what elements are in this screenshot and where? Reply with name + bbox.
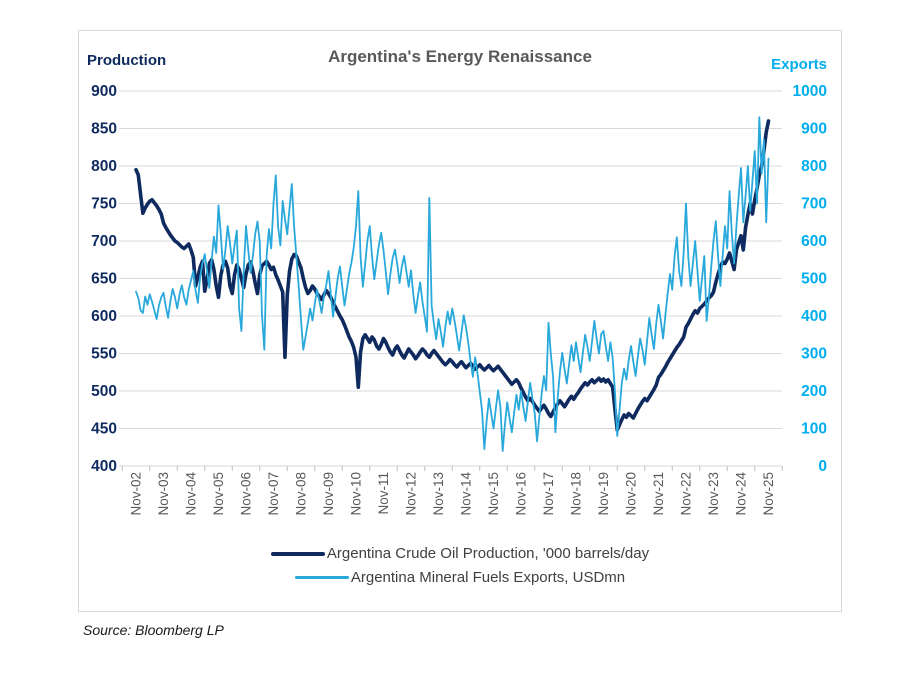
left-axis-tick-label: 800: [91, 158, 117, 175]
left-axis-tick-label: 400: [91, 458, 117, 475]
x-axis-label: Nov-14: [459, 472, 474, 516]
right-axis-tick-label: 1000: [793, 83, 827, 100]
legend-item-production: Argentina Crude Oil Production, '000 bar…: [270, 545, 650, 562]
right-axis-tick-label: 400: [801, 308, 827, 325]
x-axis-label: Nov-18: [569, 472, 584, 516]
right-axis-tick-label: 0: [818, 458, 827, 475]
x-axis-label: Nov-20: [624, 472, 639, 516]
source-note: Source: Bloomberg LP: [83, 622, 224, 638]
x-axis-label: Nov-09: [321, 472, 336, 516]
right-axis-tick-label: 600: [801, 233, 827, 250]
x-axis-label: Nov-02: [129, 472, 144, 516]
left-axis-tick-label: 450: [91, 421, 117, 438]
right-axis-tick-label: 500: [801, 271, 827, 288]
production-line-swatch: [270, 551, 325, 556]
right-axis-tick-label: 100: [801, 421, 827, 438]
legend-label-production: Argentina Crude Oil Production, '000 bar…: [326, 545, 650, 562]
right-axis-tick-label: 300: [801, 346, 827, 363]
x-axis-label: Nov-07: [266, 472, 281, 516]
right-axis-tick-label: 200: [801, 383, 827, 400]
x-axis-label: Nov-19: [596, 472, 611, 516]
legend-label-exports: Argentina Mineral Fuels Exports, USDmn: [350, 569, 626, 586]
left-axis-tick-label: 650: [91, 271, 117, 288]
x-axis-label: Nov-23: [706, 472, 721, 516]
x-axis-label: Nov-04: [184, 472, 199, 516]
legend-item-exports: Argentina Mineral Fuels Exports, USDmn: [294, 569, 626, 586]
right-axis-tick-label: 800: [801, 158, 827, 175]
x-axis-label: Nov-25: [761, 472, 776, 516]
x-axis-label: Nov-24: [734, 472, 749, 516]
left-axis-tick-label: 500: [91, 383, 117, 400]
x-axis-label: Nov-08: [294, 472, 309, 516]
left-axis-tick-label: 700: [91, 233, 117, 250]
left-axis-tick-label: 550: [91, 346, 117, 363]
x-axis-label: Nov-21: [651, 472, 666, 516]
x-axis-label: Nov-22: [679, 472, 694, 516]
x-axis-label: Nov-06: [239, 472, 254, 516]
x-axis-label: Nov-15: [486, 472, 501, 516]
legend: Argentina Crude Oil Production, '000 bar…: [79, 545, 841, 586]
left-axis-title: Production: [87, 52, 167, 69]
x-axis-label: Nov-10: [349, 472, 364, 516]
right-axis-title: Exports: [771, 56, 827, 73]
plot-area: 9008508007507006506005505004504001000900…: [91, 83, 827, 516]
left-axis-tick-label: 600: [91, 308, 117, 325]
x-axis-label: Nov-17: [541, 472, 556, 516]
right-axis-tick-label: 900: [801, 121, 827, 138]
left-axis-tick-label: 900: [91, 83, 117, 100]
x-axis-label: Nov-03: [156, 472, 171, 516]
left-axis-tick-label: 750: [91, 196, 117, 213]
x-axis-label: Nov-12: [404, 472, 419, 516]
chart-title: Argentina's Energy Renaissance: [328, 47, 592, 66]
left-axis-tick-label: 850: [91, 121, 117, 138]
series-line-1: [135, 116, 770, 452]
chart-frame: Argentina's Energy Renaissance Productio…: [78, 30, 842, 612]
x-axis-label: Nov-05: [211, 472, 226, 516]
exports-line-swatch: [294, 576, 349, 579]
x-axis-label: Nov-16: [514, 472, 529, 516]
series-line-0: [134, 119, 771, 432]
right-axis-tick-label: 700: [801, 196, 827, 213]
x-axis-label: Nov-11: [376, 472, 391, 515]
x-axis-label: Nov-13: [431, 472, 446, 516]
